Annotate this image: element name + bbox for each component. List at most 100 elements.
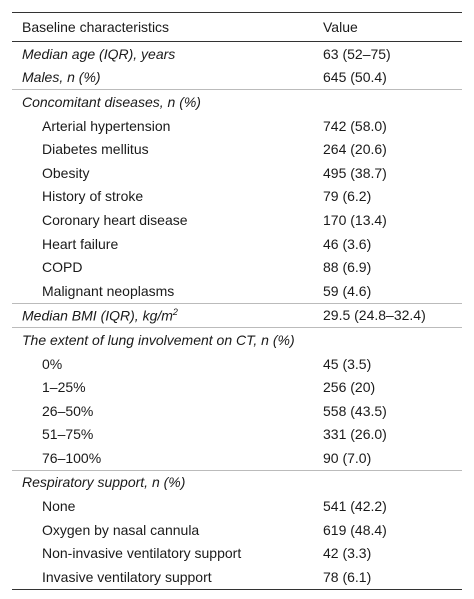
label-text: Non-invasive ventilatory support — [42, 545, 242, 562]
row-label: Malignant neoplasms — [12, 278, 323, 304]
row-value: 495 (38.7) — [323, 164, 387, 181]
row-label: Median BMI (IQR), kg/m2 — [12, 303, 323, 329]
label-text: Diabetes mellitus — [42, 141, 149, 158]
header-cell: Value — [323, 12, 462, 42]
table: Baseline characteristics Value Median ag… — [12, 12, 462, 590]
row-label: The extent of lung involvement on CT, n … — [12, 328, 323, 352]
label-text: Arterial hypertension — [42, 117, 171, 134]
row-label: Median age (IQR), years — [12, 42, 323, 66]
table-row: Median BMI (IQR), kg/m2 29.5 (24.8–32.4) — [12, 303, 462, 329]
table-row: Invasive ventilatory support 78 (6.1) — [12, 565, 462, 589]
table-row: Males, n (%) 645 (50.4) — [12, 65, 462, 91]
table-row: Diabetes mellitus 264 (20.6) — [12, 137, 462, 161]
row-value: 88 (6.9) — [323, 259, 372, 276]
label-text: Median BMI (IQR), kg/m — [22, 307, 173, 324]
label-text: Malignant neoplasms — [42, 282, 175, 299]
empty-cell — [323, 470, 462, 494]
row-value: 558 (43.5) — [323, 402, 387, 419]
table-row: 0% 45 (3.5) — [12, 352, 462, 376]
label-text: 0% — [42, 355, 63, 372]
table-row: Non-invasive ventilatory support 42 (3.3) — [12, 541, 462, 565]
row-label: 76–100% — [12, 446, 323, 471]
row-label: None — [12, 494, 323, 518]
table-row: 51–75% 331 (26.0) — [12, 423, 462, 447]
row-label: COPD — [12, 255, 323, 279]
table-row: Respiratory support, n (%) — [12, 470, 462, 494]
row-value: 619 (48.4) — [323, 521, 387, 538]
row-value: 541 (42.2) — [323, 498, 387, 515]
table-header: Baseline characteristics Value — [12, 12, 462, 42]
table-row: 76–100% 90 (7.0) — [12, 446, 462, 471]
table-row: Arterial hypertension 742 (58.0) — [12, 114, 462, 138]
table-row: Median age (IQR), years 63 (52–75) — [12, 42, 462, 66]
row-value: 264 (20.6) — [323, 141, 387, 158]
empty-cell — [323, 328, 462, 352]
table-row: None 541 (42.2) — [12, 494, 462, 518]
table-row: Concomitant diseases, n (%) — [12, 90, 462, 114]
table-section: Median age (IQR), years 63 (52–75) Males, … — [12, 42, 462, 91]
row-value: 645 (50.4) — [323, 65, 462, 91]
label-text: Median age (IQR), years — [22, 45, 176, 62]
row-value: 45 (3.5) — [323, 355, 372, 372]
table-section: Concomitant diseases, n (%) Arterial hype… — [12, 90, 462, 304]
row-label: Non-invasive ventilatory support — [12, 541, 323, 565]
row-label: History of stroke — [12, 185, 323, 209]
row-label: 26–50% — [12, 399, 323, 423]
label-text: COPD — [42, 259, 83, 276]
row-label: Concomitant diseases, n (%) — [12, 90, 323, 114]
label-text: Respiratory support, n (%) — [22, 474, 186, 491]
row-label: 51–75% — [12, 423, 323, 447]
header-row: Baseline characteristics Value — [12, 12, 462, 42]
table-section: The extent of lung involvement on CT, n … — [12, 328, 462, 471]
table-row: The extent of lung involvement on CT, n … — [12, 328, 462, 352]
row-value: 331 (26.0) — [323, 426, 387, 443]
row-value: 63 (52–75) — [323, 45, 391, 62]
label-text: Concomitant diseases, n (%) — [22, 93, 201, 110]
row-label: Respiratory support, n (%) — [12, 470, 323, 494]
superscript: 2 — [172, 307, 178, 317]
table-section: Respiratory support, n (%) None 541 (42.2)… — [12, 470, 462, 589]
row-value: 79 (6.2) — [323, 188, 372, 205]
label-text: Males, n (%) — [22, 69, 101, 86]
table-row: 1–25% 256 (20) — [12, 375, 462, 399]
row-label: 1–25% — [12, 375, 323, 399]
row-label: Invasive ventilatory support — [12, 565, 323, 589]
row-value: 46 (3.6) — [323, 235, 372, 252]
table-section: Median BMI (IQR), kg/m2 29.5 (24.8–32.4) — [12, 303, 462, 329]
label-text: Invasive ventilatory support — [42, 568, 212, 585]
row-label: Heart failure — [12, 232, 323, 256]
row-label: Diabetes mellitus — [12, 137, 323, 161]
table-row: COPD 88 (6.9) — [12, 255, 462, 279]
label-text: History of stroke — [42, 188, 144, 205]
table-row: Malignant neoplasms 59 (4.6) — [12, 278, 462, 304]
table-row: History of stroke 79 (6.2) — [12, 185, 462, 209]
row-value: 78 (6.1) — [323, 568, 372, 585]
row-label: Oxygen by nasal cannula — [12, 518, 323, 542]
row-value: 29.5 (24.8–32.4) — [323, 303, 462, 329]
row-value: 170 (13.4) — [323, 211, 387, 228]
table-row: Coronary heart disease 170 (13.4) — [12, 208, 462, 232]
label-text: 1–25% — [42, 379, 86, 396]
label-text: The extent of lung involvement on CT, n … — [22, 331, 295, 348]
row-value: 256 (20) — [323, 379, 376, 396]
header-cell: Baseline characteristics — [12, 12, 323, 42]
label-text: 26–50% — [42, 402, 94, 419]
row-value: 742 (58.0) — [323, 117, 387, 134]
row-label: Obesity — [12, 161, 323, 185]
row-label: Males, n (%) — [12, 65, 323, 91]
table-row: Obesity 495 (38.7) — [12, 161, 462, 185]
table-row: Oxygen by nasal cannula 619 (48.4) — [12, 518, 462, 542]
row-label: Coronary heart disease — [12, 208, 323, 232]
row-value: 42 (3.3) — [323, 545, 372, 562]
row-value: 90 (7.0) — [323, 446, 462, 471]
row-label: Arterial hypertension — [12, 114, 323, 138]
table-row: 26–50% 558 (43.5) — [12, 399, 462, 423]
label-text: Obesity — [42, 164, 90, 181]
label-text: 51–75% — [42, 426, 94, 443]
table-container: Baseline characteristics Value Median ag… — [12, 12, 462, 590]
label-text: Heart failure — [42, 235, 119, 252]
row-value: 59 (4.6) — [323, 278, 462, 304]
empty-cell — [323, 90, 462, 114]
row-label: 0% — [12, 352, 323, 376]
